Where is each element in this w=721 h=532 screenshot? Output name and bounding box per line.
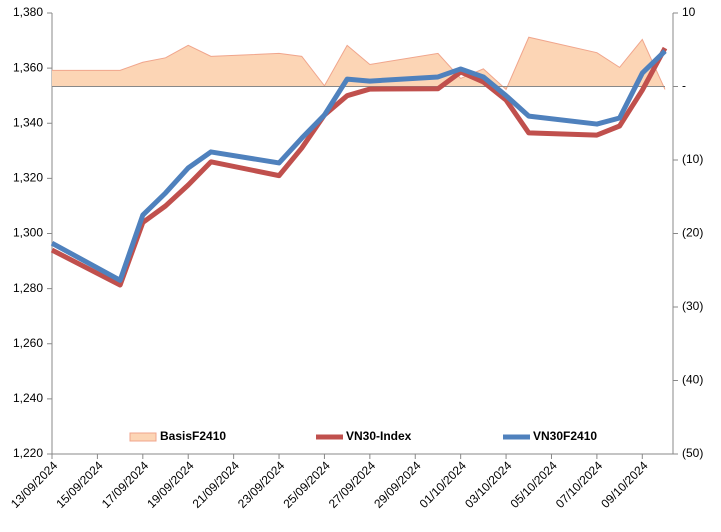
x-tick-label: 27/09/2024 <box>326 458 379 511</box>
y-tick-label: 1,280 <box>13 281 43 295</box>
y2-tick-label: (40) <box>682 373 703 387</box>
y2-tick-label: 10 <box>682 5 696 19</box>
x-tick-label: 05/10/2024 <box>507 458 560 511</box>
y-tick-label: 1,360 <box>13 60 43 74</box>
legend-label: VN30F2410 <box>533 429 597 443</box>
line <box>50 46 668 288</box>
legend-swatch <box>129 432 157 442</box>
y-tick-label: 1,380 <box>13 5 43 19</box>
x-tick-label: 17/09/2024 <box>99 458 152 511</box>
y-tick-label: 1,340 <box>13 115 43 129</box>
area-edge <box>52 36 666 91</box>
line <box>50 49 667 283</box>
x-tick-label: 29/09/2024 <box>371 458 424 511</box>
y-tick-label: 1,220 <box>13 446 43 460</box>
x-tick-label: 19/09/2024 <box>144 458 197 511</box>
y-tick-label: 1,240 <box>13 391 43 405</box>
y-tick-label: 1,320 <box>13 171 43 185</box>
x-tick-label: 21/09/2024 <box>190 458 243 511</box>
y2-tick-label: (10) <box>682 152 703 166</box>
legend-label: BasisF2410 <box>160 429 226 443</box>
x-tick-label: 25/09/2024 <box>280 458 333 511</box>
x-tick-label: 15/09/2024 <box>53 458 106 511</box>
y2-tick-label: (50) <box>682 446 703 460</box>
legend-label: VN30-Index <box>346 429 412 443</box>
x-tick-label: 03/10/2024 <box>462 458 515 511</box>
y2-tick-label: (20) <box>682 226 703 240</box>
x-tick-label: 01/10/2024 <box>417 458 470 511</box>
y-tick-label: 1,300 <box>13 226 43 240</box>
y2-tick-label: (30) <box>682 299 703 313</box>
x-tick-label: 07/10/2024 <box>553 458 606 511</box>
x-tick-label: 09/10/2024 <box>598 458 651 511</box>
x-tick-label: 23/09/2024 <box>235 458 288 511</box>
x-tick-label: 13/09/2024 <box>8 458 61 511</box>
y-tick-label: 1,260 <box>13 336 43 350</box>
y2-tick-label: - <box>682 79 686 93</box>
